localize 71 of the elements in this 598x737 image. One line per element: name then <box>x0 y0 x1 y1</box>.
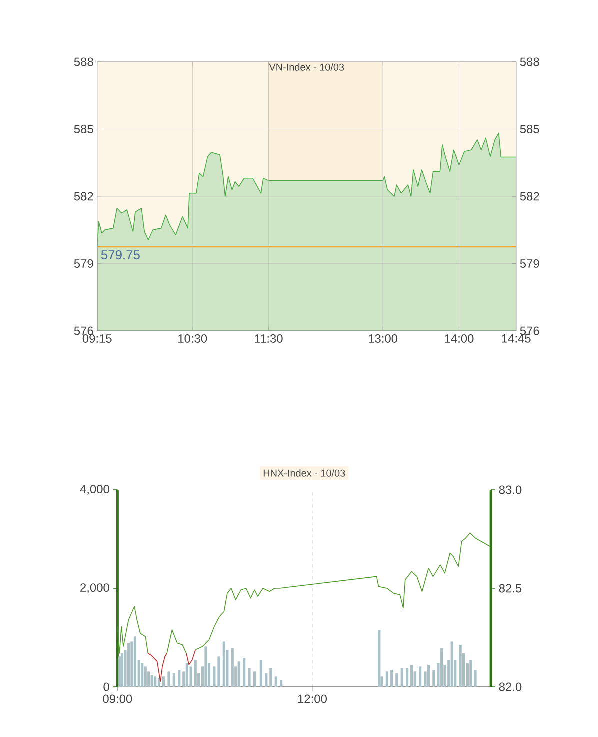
bar <box>274 676 278 687</box>
bar <box>167 672 170 687</box>
bar <box>260 660 262 687</box>
y-tick-label: 579 <box>74 260 94 268</box>
bar <box>118 656 121 687</box>
y-tick-label: 588 <box>74 58 94 66</box>
bar <box>450 642 454 687</box>
bar <box>120 653 124 687</box>
ref-line-label: 579.75 <box>101 250 140 260</box>
bar <box>410 664 413 687</box>
bar <box>162 676 165 687</box>
bar <box>204 646 208 687</box>
y2-tick-label: 82.5 <box>499 584 522 593</box>
y-tick-label: 0 <box>104 682 110 692</box>
bar <box>474 670 477 687</box>
bar <box>217 656 220 687</box>
x-tick-label: 10:30 <box>178 334 207 343</box>
y-tick-label: 585 <box>74 125 94 134</box>
bar <box>269 668 272 687</box>
bar <box>264 673 268 687</box>
x-tick-label: 09:00 <box>102 694 132 704</box>
x-tick-label: 13:00 <box>368 334 398 343</box>
bar <box>231 648 234 687</box>
bar <box>190 666 192 687</box>
y-tick-label: 576 <box>74 326 94 336</box>
bar <box>144 666 147 687</box>
bar <box>386 672 388 687</box>
bar <box>432 670 436 687</box>
bar <box>248 668 251 687</box>
x-tick-label: 11:30 <box>254 334 283 343</box>
bar <box>400 668 404 687</box>
bar <box>459 644 462 687</box>
bar <box>134 636 136 687</box>
x-tick-label: 12:00 <box>298 694 327 704</box>
bar <box>222 642 226 687</box>
bar <box>242 658 246 687</box>
bar <box>280 680 282 687</box>
bar <box>440 648 443 687</box>
y2-tick-label: 579 <box>520 260 540 268</box>
y2-tick-label: 82.0 <box>499 682 522 692</box>
bar <box>140 663 144 687</box>
chart-title: HNX-Index - 10/03 <box>264 470 345 477</box>
bar <box>154 676 156 687</box>
bar <box>212 666 216 687</box>
bar <box>406 668 408 687</box>
x-tick-label: 14:45 <box>502 334 531 343</box>
bar <box>390 670 393 687</box>
y2-tick-label: 588 <box>520 58 540 66</box>
chart-title: VN-Index - 10/03 <box>269 64 344 71</box>
bar <box>238 662 240 687</box>
bar <box>150 674 154 687</box>
bar <box>418 666 422 687</box>
y2-tick-label: 585 <box>520 125 540 134</box>
bar <box>127 643 130 687</box>
bar <box>378 630 380 687</box>
y-tick-label: 4,000 <box>80 485 110 495</box>
bar <box>186 663 188 687</box>
x-tick-label: 14:00 <box>444 334 474 343</box>
bar <box>469 660 472 687</box>
bar <box>178 670 180 687</box>
bar <box>194 660 197 687</box>
bar <box>253 672 256 687</box>
y2-tick-label: 582 <box>520 192 540 201</box>
y-tick-label: 2,000 <box>80 584 110 594</box>
bar <box>395 673 398 687</box>
y2-tick-label: 576 <box>520 326 540 336</box>
bar <box>427 664 430 687</box>
x-tick-label: 09:15 <box>82 334 112 343</box>
y-tick-label: 582 <box>74 192 94 201</box>
y2-tick-label: 83.0 <box>499 486 522 494</box>
bar <box>172 673 176 687</box>
